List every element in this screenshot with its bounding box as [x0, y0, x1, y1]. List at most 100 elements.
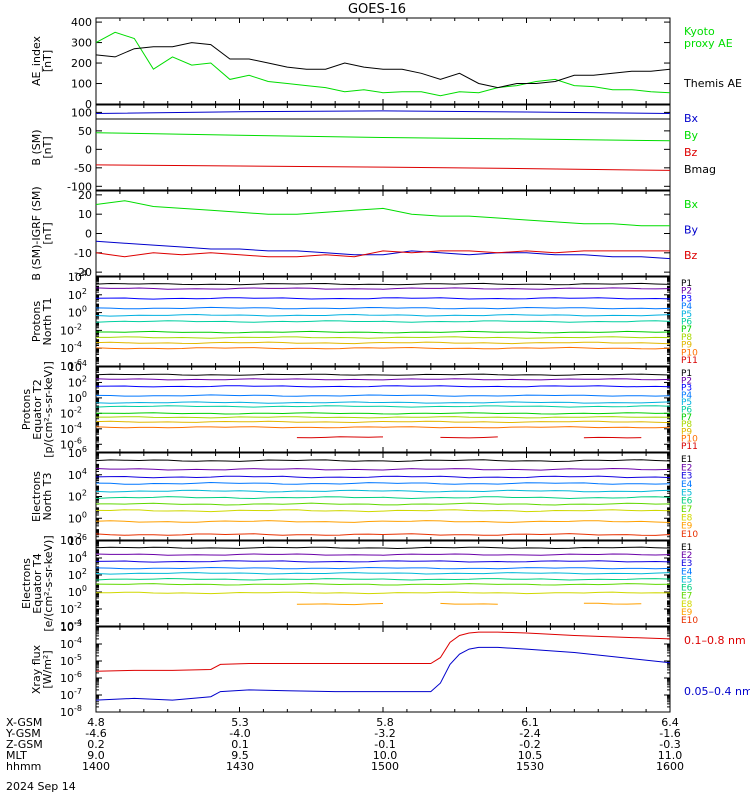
legend-entry-p2: P2	[681, 287, 692, 297]
series-line-0-05-0-4-nm	[95, 646, 671, 701]
y-tick-label: 104	[68, 550, 87, 565]
y-tick-label: 100	[68, 390, 87, 405]
ephem-value: -1.6	[659, 727, 680, 740]
series-line-e9	[583, 602, 642, 605]
legend-entry-p6: P6	[681, 406, 692, 416]
y-tick-label: 104	[68, 359, 87, 374]
y-tick-label: 10-6	[60, 670, 82, 685]
y-tick-label: 10-4	[60, 340, 82, 355]
legend-entry-p4: P4	[681, 302, 692, 312]
series-line-p6	[95, 320, 671, 323]
y-tick-label: 10-4	[60, 618, 82, 633]
ephem-value: 11.0	[658, 749, 683, 762]
series-line-e8	[95, 509, 671, 513]
y-tick-label: 200	[71, 57, 92, 70]
series-line-e3	[95, 475, 671, 479]
legend-entry-e4: E4	[681, 567, 693, 577]
plot-frame	[95, 104, 671, 191]
legend-entry-p5: P5	[681, 310, 692, 320]
y-tick-label: 10-4	[60, 636, 82, 651]
ephem-value: 1600	[656, 760, 684, 773]
ephem-value: 5.8	[376, 716, 394, 729]
y-axis-label: ProtonsEquator T2[p/(cm²-s-sr-keV)]	[20, 361, 55, 458]
series-line-p7	[96, 330, 671, 334]
legend-entry-e10: E10	[681, 530, 698, 540]
series-line-bz	[95, 164, 671, 171]
y-tick-label: 100	[68, 305, 87, 320]
series-line-p11	[583, 436, 642, 439]
legend-entry-bz: Bz	[684, 146, 698, 159]
legend-entry-p1: P1	[681, 369, 692, 379]
series-line-p4	[95, 394, 671, 397]
ephem-row-label: X-GSM	[6, 716, 42, 729]
ephem-value: -4.0	[229, 727, 250, 740]
y-tick-label: 10-6	[60, 358, 82, 373]
panel-protons_t1: 104 102 100 10-2 10-4 10-6 ProtonsNorth T1 P1P2…	[30, 269, 698, 373]
series-line-by	[95, 240, 671, 260]
legend-entry-p7: P7	[681, 325, 692, 335]
y-tick-label: 400	[71, 16, 92, 29]
ephem-value: 9.5	[231, 749, 249, 762]
y-tick-label: 10-2	[60, 532, 82, 547]
legend-entry-bz: Bz	[684, 249, 698, 262]
legend-entry-e9: E9	[681, 608, 693, 618]
series-line-p11	[440, 436, 498, 439]
series-line-e2	[95, 553, 671, 556]
y-axis-label: ElectronsEquator T4[e/(cm²-s-sr-keV)]	[20, 535, 55, 631]
y-tick-label: 100	[71, 78, 92, 91]
legend-entry-kyoto-proxy-ae: proxy AE	[684, 37, 733, 50]
legend-entry-p6: P6	[681, 318, 692, 328]
series-line-0-1-0-8-nm	[95, 631, 671, 672]
legend-entry-e6: E6	[681, 497, 693, 507]
ephem-value: 10.0	[373, 749, 398, 762]
y-tick-label: 0	[85, 98, 92, 111]
y-tick-label: 10-5	[60, 653, 82, 668]
panel-electrons_t4: 106 104 102 100 10-2 10-4 ElectronsEquator T4[…	[20, 533, 698, 633]
ephem-value: 0.1	[231, 738, 249, 751]
series-line-bx	[95, 110, 671, 114]
y-tick-label: 102	[68, 374, 87, 389]
series-line-e7	[96, 502, 671, 506]
series-line-e5	[95, 489, 671, 493]
series-line-e1	[95, 459, 671, 463]
series-line-e6	[95, 577, 671, 581]
series-line-p11	[296, 436, 384, 439]
series-line-p9	[95, 341, 671, 345]
series-line-p8	[96, 336, 671, 339]
series-line-e9	[440, 602, 498, 605]
y-tick-label: -10	[74, 247, 92, 260]
legend-entry-p5: P5	[681, 398, 692, 408]
series-line-p2	[95, 378, 671, 381]
series-line-p4	[95, 306, 671, 310]
y-tick-label: 102	[68, 287, 87, 302]
legend-entry-p3: P3	[681, 294, 692, 304]
ephem-value: 5.3	[231, 716, 249, 729]
figure-title: GOES-16	[348, 2, 406, 17]
series-line-p10	[95, 346, 671, 350]
ephem-value: 10.5	[518, 749, 543, 762]
legend-entry-kyoto-proxy-ae: Kyoto	[684, 25, 715, 38]
legend-entry-p11: P11	[681, 442, 698, 452]
series-line-e5	[95, 572, 671, 575]
y-tick-label: 10-4	[60, 421, 82, 436]
y-tick-label: -100	[67, 180, 92, 193]
series-line-p7	[96, 412, 671, 415]
legend-entry-e3: E3	[681, 559, 692, 569]
ephem-value: -2.4	[519, 727, 540, 740]
legend-entry-e2: E2	[681, 551, 692, 561]
y-tick-label: 104	[68, 467, 87, 482]
series-line-p9	[95, 420, 671, 424]
y-tick-label: 10-8	[60, 704, 82, 719]
series-line-e2	[95, 467, 671, 471]
series-line-e10	[95, 533, 671, 536]
ephem-value: -4.6	[85, 727, 106, 740]
y-tick-label: 106	[68, 533, 87, 548]
legend-entry-p10: P10	[681, 348, 698, 358]
y-tick-label: 10-2	[60, 405, 82, 420]
ephem-value: 6.1	[521, 716, 539, 729]
series-line-p1	[95, 282, 671, 286]
